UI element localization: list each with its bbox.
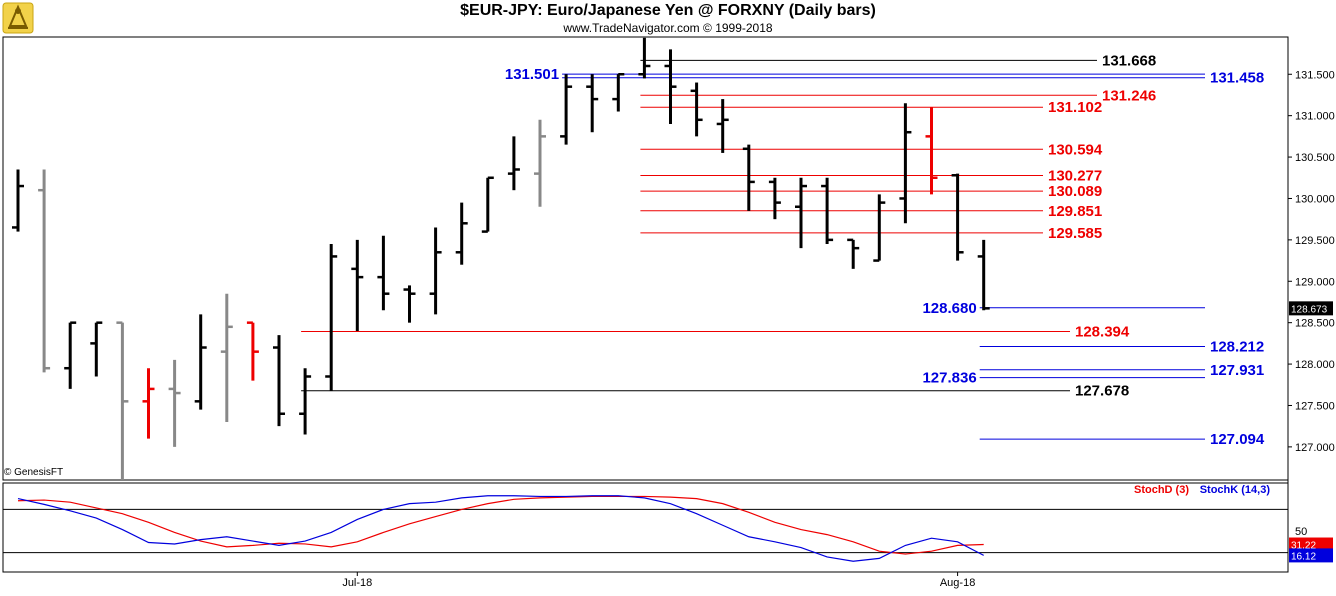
level-label: 127.094	[1210, 431, 1265, 448]
level-label: 128.212	[1210, 339, 1264, 356]
level-label: 127.931	[1210, 362, 1264, 379]
x-tick-label: Aug-18	[940, 577, 975, 589]
level-label: 128.394	[1075, 323, 1130, 340]
osc-last-value-label: 16.12	[1291, 551, 1316, 562]
osc-series-line	[17, 495, 984, 562]
level-label: 131.102	[1048, 99, 1102, 116]
osc-last-value-label: 31.22	[1291, 541, 1316, 552]
y-tick-label: 127.000	[1295, 442, 1335, 454]
level-label: 127.678	[1075, 383, 1129, 400]
level-label: 127.836	[922, 370, 976, 387]
y-tick-label: 127.500	[1295, 400, 1335, 412]
level-label: 131.668	[1102, 52, 1156, 69]
y-tick-label: 129.500	[1295, 235, 1335, 247]
y-tick-label: 131.000	[1295, 111, 1335, 123]
level-label: 131.458	[1210, 70, 1264, 87]
trade-navigator-logo-icon	[2, 2, 34, 34]
y-tick-label: 130.000	[1295, 193, 1335, 205]
chart-subtitle: www.TradeNavigator.com © 1999-2018	[563, 21, 773, 35]
osc-last-value-box	[1289, 537, 1333, 552]
y-tick-label: 129.000	[1295, 276, 1335, 288]
legend-stochd: StochD (3)	[1134, 484, 1189, 496]
level-label: 128.680	[922, 300, 976, 317]
y-tick-label: 128.500	[1295, 318, 1335, 330]
level-label: 130.089	[1048, 183, 1102, 200]
level-label: 129.851	[1048, 203, 1102, 220]
level-label: 131.246	[1102, 87, 1156, 104]
level-label: 129.585	[1048, 225, 1102, 242]
legend-stochk: StochK (14,3)	[1200, 484, 1271, 496]
last-price-label: 128.673	[1291, 304, 1328, 315]
y-tick-label: 130.500	[1295, 152, 1335, 164]
last-price-box	[1289, 301, 1333, 316]
osc-y-tick-label: 50	[1295, 526, 1307, 538]
level-label: 130.277	[1048, 168, 1102, 185]
y-tick-label: 131.500	[1295, 69, 1335, 81]
osc-last-value-box	[1289, 548, 1333, 563]
level-label: 131.501	[505, 66, 559, 83]
copyright-text: © GenesisFT	[4, 467, 64, 478]
level-label: 130.594	[1048, 141, 1103, 158]
osc-series-line	[17, 495, 984, 555]
x-tick-label: Jul-18	[342, 577, 372, 589]
chart-title: $EUR-JPY: Euro/Japanese Yen @ FORXNY (Da…	[460, 2, 876, 19]
y-tick-label: 128.000	[1295, 359, 1335, 371]
